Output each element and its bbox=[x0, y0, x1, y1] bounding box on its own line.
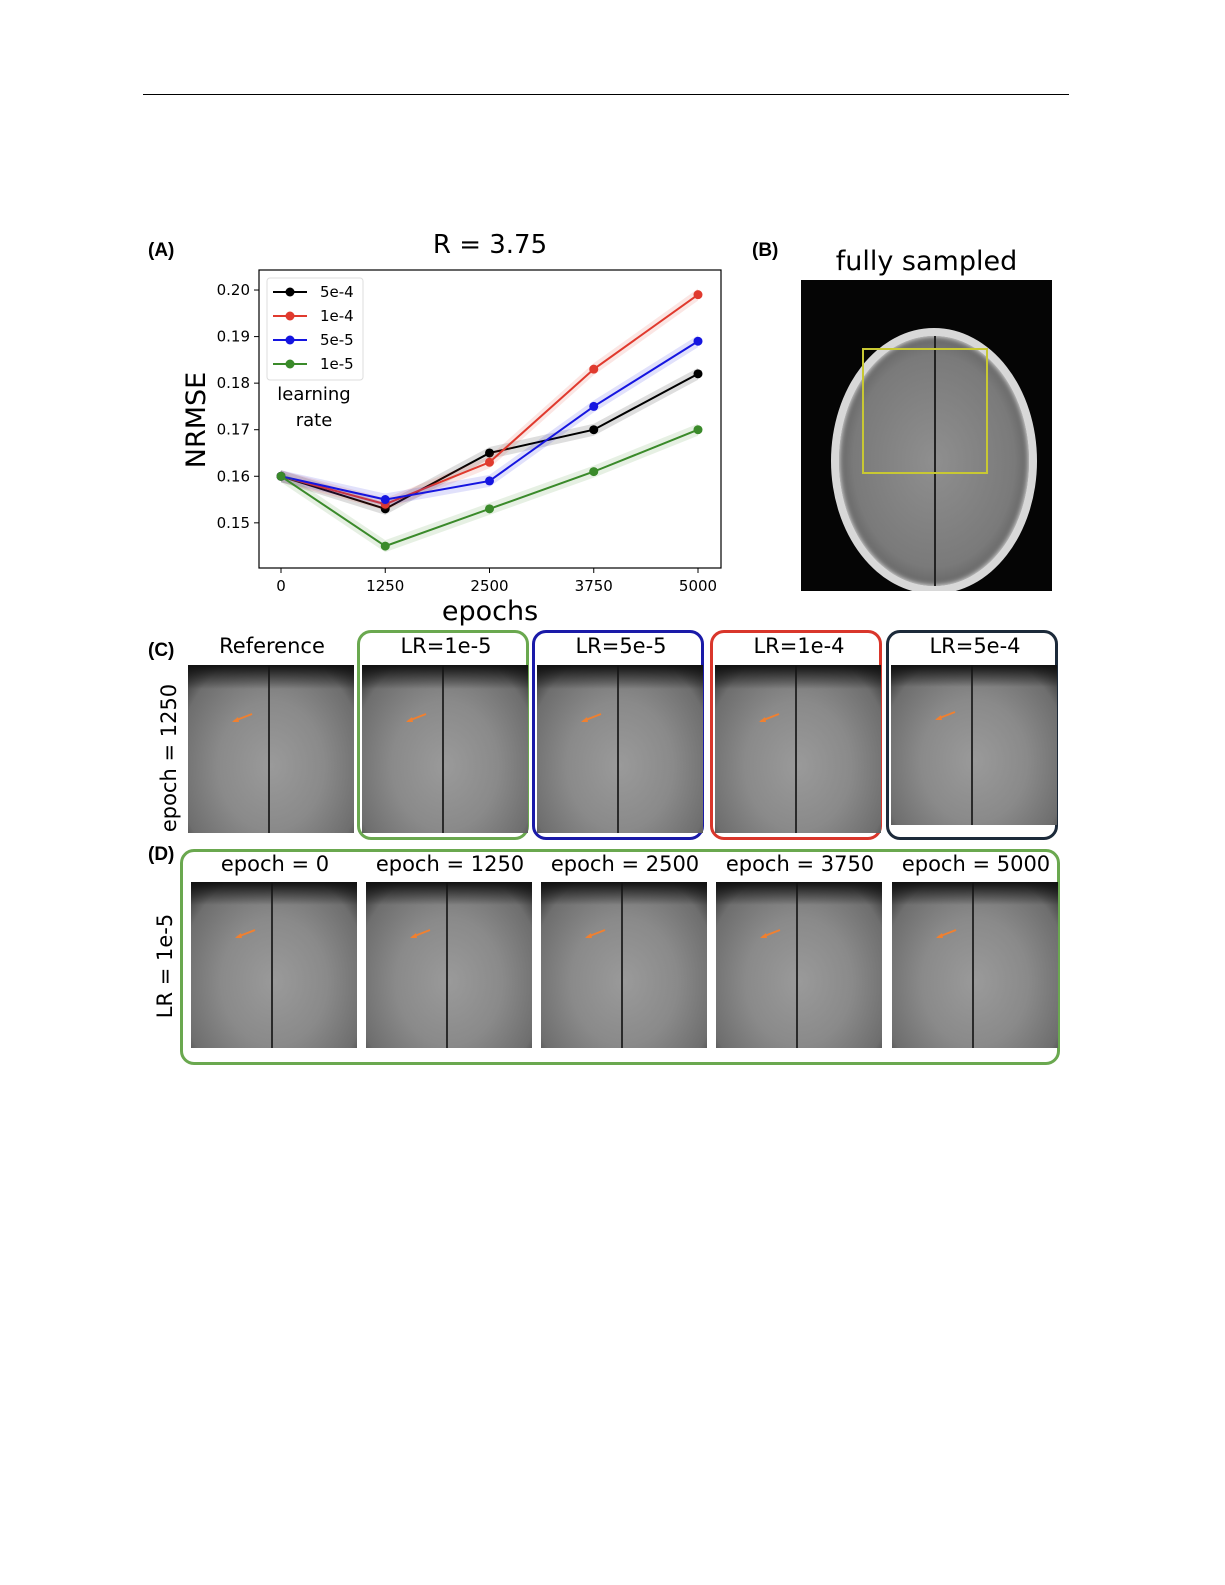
orange-arrow-icon bbox=[935, 929, 956, 939]
brain-axial-slice bbox=[831, 328, 1037, 591]
panel-c-title: LR=1e-5 bbox=[400, 634, 492, 658]
panel-c-title: LR=1e-4 bbox=[753, 634, 845, 658]
orange-arrow-icon bbox=[759, 929, 780, 939]
legend-marker-5e-5 bbox=[285, 335, 295, 345]
orange-arrow-icon bbox=[584, 929, 605, 939]
series-band-5e-5 bbox=[281, 335, 698, 506]
data-point-5e-5 bbox=[485, 476, 494, 486]
roi-box bbox=[862, 348, 988, 474]
x-tick-label: 1250 bbox=[366, 577, 404, 595]
legend-label: 1e-4 bbox=[320, 307, 354, 325]
brain-crop-c bbox=[891, 665, 1057, 825]
panel-a-label: (A) bbox=[148, 240, 175, 261]
legend-box bbox=[266, 277, 364, 381]
x-tick-label: 0 bbox=[276, 577, 286, 595]
panel-c-title: Reference bbox=[219, 634, 325, 658]
chart-title: R = 3.75 bbox=[433, 230, 547, 260]
brain-crop-d bbox=[366, 882, 532, 1048]
panel-b-title: fully sampled bbox=[835, 246, 1018, 277]
panel-d-title: epoch = 5000 bbox=[901, 852, 1051, 876]
y-tick-label: 0.17 bbox=[217, 421, 250, 439]
y-tick-label: 0.20 bbox=[217, 281, 250, 299]
panel-c-title: LR=5e-4 bbox=[929, 634, 1021, 658]
data-point-1e-5 bbox=[693, 425, 703, 435]
brain-crop-d bbox=[892, 882, 1058, 1048]
x-tick-label: 3750 bbox=[575, 577, 613, 595]
orange-arrow-icon bbox=[231, 713, 252, 723]
orange-arrow-icon bbox=[580, 713, 601, 723]
data-point-5e-5 bbox=[380, 495, 390, 505]
legend-label: 5e-5 bbox=[320, 331, 354, 349]
data-point-5e-5 bbox=[589, 401, 599, 411]
data-point-5e-4 bbox=[589, 425, 599, 435]
legend-label: 5e-4 bbox=[320, 283, 354, 301]
x-tick-label: 5000 bbox=[679, 577, 717, 595]
panel-b-label: (B) bbox=[752, 240, 779, 261]
panel-c-row-label: epoch = 1250 bbox=[157, 683, 181, 833]
legend-marker-1e-4 bbox=[285, 311, 295, 321]
data-point-5e-4 bbox=[693, 369, 703, 379]
orange-arrow-icon bbox=[934, 710, 955, 720]
panel-d-frame bbox=[180, 849, 1060, 1065]
brain-crop-d bbox=[191, 882, 357, 1048]
panel-d-title: epoch = 2500 bbox=[550, 852, 700, 876]
orange-arrow-icon bbox=[405, 713, 426, 723]
header-rule bbox=[143, 94, 1069, 95]
y-axis-label: NRMSE bbox=[181, 372, 212, 468]
data-point-5e-5 bbox=[693, 336, 703, 346]
y-tick-label: 0.19 bbox=[217, 328, 250, 346]
panel-d-label: (D) bbox=[148, 844, 175, 865]
data-point-1e-5 bbox=[589, 467, 599, 477]
data-point-1e-4 bbox=[589, 364, 599, 374]
legend-label: 1e-5 bbox=[320, 355, 354, 373]
legend-marker-1e-5 bbox=[285, 359, 295, 369]
brain-crop-c bbox=[537, 665, 703, 833]
brain-crop-d bbox=[541, 882, 707, 1048]
brain-crop-c bbox=[362, 665, 528, 833]
brain-crop-d bbox=[716, 882, 882, 1048]
panel-d-title: epoch = 0 bbox=[220, 852, 330, 876]
orange-arrow-icon bbox=[758, 713, 779, 723]
data-point-1e-4 bbox=[693, 290, 703, 300]
data-point-1e-5 bbox=[276, 471, 286, 481]
nrmse-chart: R = 3.75 epochs NRMSE 0 1250 2500 3750 5000 0.15… bbox=[181, 230, 722, 627]
panel-d-row-label: LR = 1e-5 bbox=[153, 913, 177, 1019]
data-point-1e-4 bbox=[485, 457, 494, 467]
legend-marker-5e-4 bbox=[285, 287, 295, 297]
x-axis-label: epochs bbox=[442, 596, 538, 627]
brain-crop-c bbox=[188, 665, 354, 833]
orange-arrow-icon bbox=[234, 929, 255, 939]
panel-d-title: epoch = 1250 bbox=[375, 852, 525, 876]
panel-d-title: epoch = 3750 bbox=[725, 852, 875, 876]
y-tick-label: 0.18 bbox=[217, 374, 250, 392]
y-tick-label: 0.15 bbox=[217, 514, 250, 532]
orange-arrow-icon bbox=[409, 929, 430, 939]
data-point-1e-5 bbox=[380, 541, 390, 551]
panel-c-title: LR=5e-5 bbox=[575, 634, 667, 658]
y-tick-label: 0.16 bbox=[217, 467, 250, 485]
panel-c-label: (C) bbox=[148, 640, 175, 661]
x-tick-label: 2500 bbox=[470, 577, 508, 595]
fully-sampled-image bbox=[801, 280, 1052, 591]
brain-crop-c bbox=[715, 665, 881, 833]
legend-title-line2: rate bbox=[296, 410, 333, 431]
data-point-1e-5 bbox=[485, 504, 494, 514]
data-point-5e-4 bbox=[485, 448, 494, 458]
legend-title-line1: learning bbox=[277, 384, 350, 405]
